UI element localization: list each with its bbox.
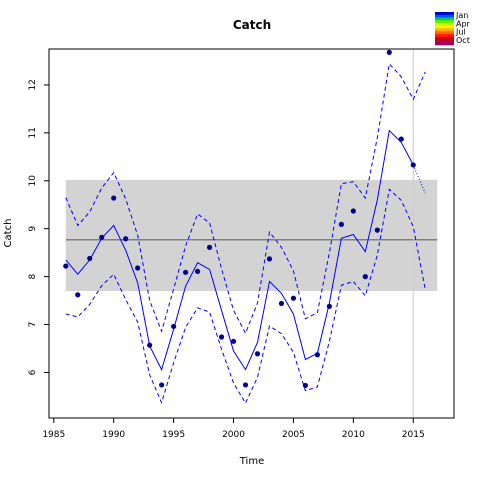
y-tick-label: 12 <box>28 79 38 90</box>
y-tick-label: 8 <box>28 273 38 279</box>
observed-point <box>182 269 189 275</box>
x-tick-label: 2010 <box>342 430 365 440</box>
observed-point <box>206 244 213 250</box>
legend-color-swatch <box>435 14 454 18</box>
x-tick-label: 2005 <box>282 430 305 440</box>
x-tick-label: 1990 <box>102 430 125 440</box>
observed-point <box>194 268 201 274</box>
plot-frame <box>48 48 455 419</box>
observed-point <box>410 162 416 168</box>
y-axis-label: Catch <box>3 219 14 248</box>
x-tick-label: 1985 <box>42 430 65 440</box>
y-tick-label: 7 <box>28 322 38 328</box>
x-tick-label: 2015 <box>402 430 425 440</box>
y-tick-label: 10 <box>28 175 38 187</box>
x-axis-ticks: 1985 1990 1995 2000 2005 2010 2015 <box>42 418 425 440</box>
upper-line <box>65 62 426 335</box>
observed-point <box>302 382 309 389</box>
observed-point <box>266 256 273 262</box>
observed-point <box>350 208 356 214</box>
legend-color-swatch <box>435 31 454 35</box>
observed-point <box>147 342 153 348</box>
observed-point <box>111 195 117 201</box>
observed-point <box>63 263 69 269</box>
x-tick-label: 1995 <box>162 430 185 440</box>
observed-point <box>242 382 249 388</box>
y-tick-label: 6 <box>28 369 38 375</box>
observed-point <box>159 382 165 388</box>
y-axis-ticks: 6 7 8 9 10 11 12 <box>28 79 49 375</box>
observed-point <box>99 234 105 240</box>
reference-band-layer <box>65 179 438 292</box>
chart-title: Catch <box>233 18 271 32</box>
forecast-line <box>412 164 426 194</box>
legend-color-swatch <box>435 20 454 24</box>
observed-point <box>338 221 344 227</box>
legend-color-swatch <box>435 42 454 46</box>
observed-point <box>386 49 392 55</box>
observed-point <box>171 323 177 330</box>
legend-color-swatch <box>435 25 454 29</box>
observed-point <box>123 236 129 242</box>
observed-point <box>314 352 321 358</box>
observed-point <box>362 274 368 280</box>
observed-point <box>254 351 261 357</box>
series-layer <box>65 62 426 405</box>
legend-color-swatch <box>435 12 454 16</box>
observed-point <box>290 295 297 301</box>
observed-point <box>326 303 332 309</box>
legend-label: Jul <box>455 28 466 37</box>
observed-point <box>374 227 380 233</box>
legend-color-swatch <box>435 28 454 32</box>
legend-color-swatch <box>435 39 454 43</box>
y-tick-label: 11 <box>28 127 38 138</box>
y-tick-label: 9 <box>28 226 38 232</box>
legend-color-swatch <box>435 34 454 38</box>
observed-point <box>87 255 93 262</box>
observed-point <box>135 265 141 271</box>
observed-point <box>398 136 404 142</box>
x-axis-label: Time <box>239 456 264 467</box>
legend-label: Oct <box>456 36 470 45</box>
legend-label: Jan <box>455 11 468 20</box>
legend-color-swatch <box>435 36 454 40</box>
legend-color-swatch <box>435 17 454 21</box>
observed-points-layer <box>63 49 416 389</box>
observed-point <box>218 334 225 340</box>
observed-point <box>278 300 285 307</box>
x-tick-label: 2000 <box>222 430 245 440</box>
fitted-line <box>65 129 414 371</box>
reference-band <box>65 179 438 292</box>
observed-point <box>75 292 81 298</box>
legend-color-swatch <box>435 23 454 27</box>
legend-label: Apr <box>456 19 471 28</box>
observed-point <box>230 338 237 344</box>
